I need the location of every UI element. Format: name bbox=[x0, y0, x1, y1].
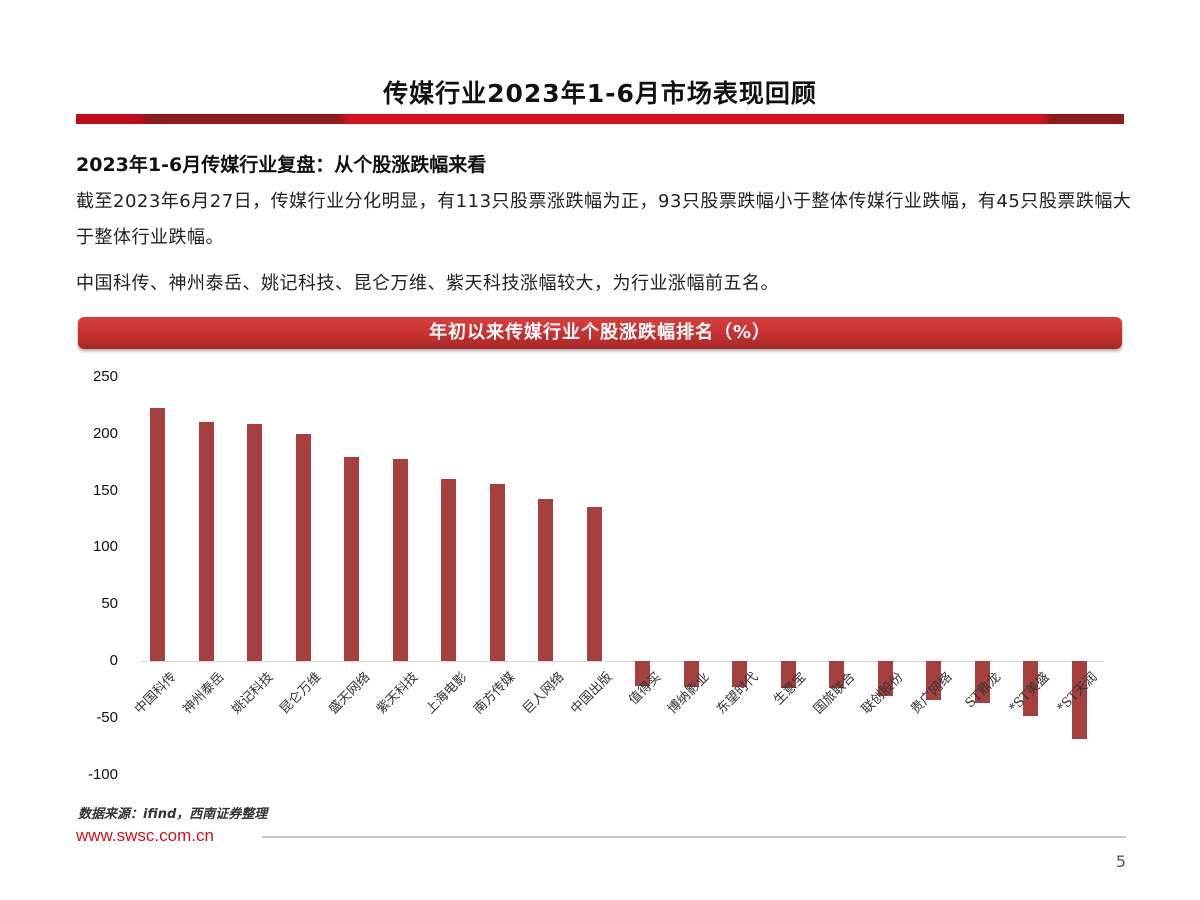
bar bbox=[295, 433, 311, 661]
x-axis-label: 神州泰岳 bbox=[180, 669, 228, 718]
website-link[interactable]: www.swsc.com.cn bbox=[76, 826, 214, 845]
page-number: 5 bbox=[1115, 852, 1126, 871]
y-axis-tick: 150 bbox=[92, 481, 118, 499]
x-axis-label: 上海电影 bbox=[423, 669, 471, 718]
x-axis-label: 中国科传 bbox=[132, 669, 180, 718]
x-axis-label: 昆仑万维 bbox=[277, 669, 325, 718]
chart-title-banner: 年初以来传媒行业个股涨跌幅排名（%） bbox=[78, 317, 1122, 349]
y-axis-tick: 50 bbox=[101, 595, 118, 613]
bar bbox=[392, 458, 408, 661]
bar bbox=[732, 661, 747, 688]
data-source-note: 数据来源：ifind，西南证券整理 bbox=[78, 807, 268, 822]
bar bbox=[829, 661, 844, 689]
bar bbox=[489, 483, 505, 661]
y-axis-tick: 200 bbox=[92, 424, 118, 442]
bar bbox=[974, 661, 990, 704]
page-title: 传媒行业2023年1-6月市场表现回顾 bbox=[383, 79, 817, 108]
section-subtitle: 2023年1-6月传媒行业复盘：从个股涨跌幅来看 bbox=[76, 154, 487, 176]
bar bbox=[926, 661, 941, 700]
y-axis-tick: -100 bbox=[87, 765, 118, 783]
bar bbox=[538, 498, 553, 661]
bar bbox=[635, 661, 650, 686]
title-divider-bar bbox=[76, 114, 1124, 124]
x-axis-label: 南方传媒 bbox=[471, 669, 519, 718]
footer-divider bbox=[262, 836, 1126, 838]
x-axis-label: 生意宝 bbox=[771, 669, 810, 709]
y-axis-tick: 100 bbox=[92, 538, 118, 556]
bar bbox=[150, 407, 165, 661]
bar bbox=[198, 422, 214, 661]
x-axis-label: 巨人网络 bbox=[520, 669, 568, 718]
bar bbox=[877, 661, 893, 697]
y-axis-tick: 250 bbox=[92, 368, 118, 385]
bar bbox=[1023, 661, 1038, 716]
bar bbox=[1071, 661, 1087, 740]
bar bbox=[441, 479, 456, 661]
top-five-paragraph: 中国科传、神州泰岳、姚记科技、昆仑万维、紫天科技涨幅较大，为行业涨幅前五名。 bbox=[76, 273, 779, 294]
bar bbox=[586, 506, 602, 661]
bar bbox=[780, 661, 796, 689]
x-axis-label: 盛天网络 bbox=[326, 669, 374, 718]
bar bbox=[247, 423, 262, 661]
zero-axis-line bbox=[140, 661, 1102, 662]
x-axis-label: 姚记科技 bbox=[229, 669, 277, 718]
y-axis-tick: -50 bbox=[96, 708, 118, 726]
x-axis-label: 中国出版 bbox=[568, 669, 616, 718]
x-axis-label: 紫天科技 bbox=[374, 669, 422, 718]
bar bbox=[683, 661, 699, 688]
bar bbox=[344, 456, 359, 661]
summary-paragraph: 截至2023年6月27日，传媒行业分化明显，有113只股票涨跌幅为正，93只股票… bbox=[76, 191, 1132, 248]
y-axis-tick: 0 bbox=[109, 652, 118, 669]
x-axis-label: 值得买 bbox=[626, 669, 665, 709]
